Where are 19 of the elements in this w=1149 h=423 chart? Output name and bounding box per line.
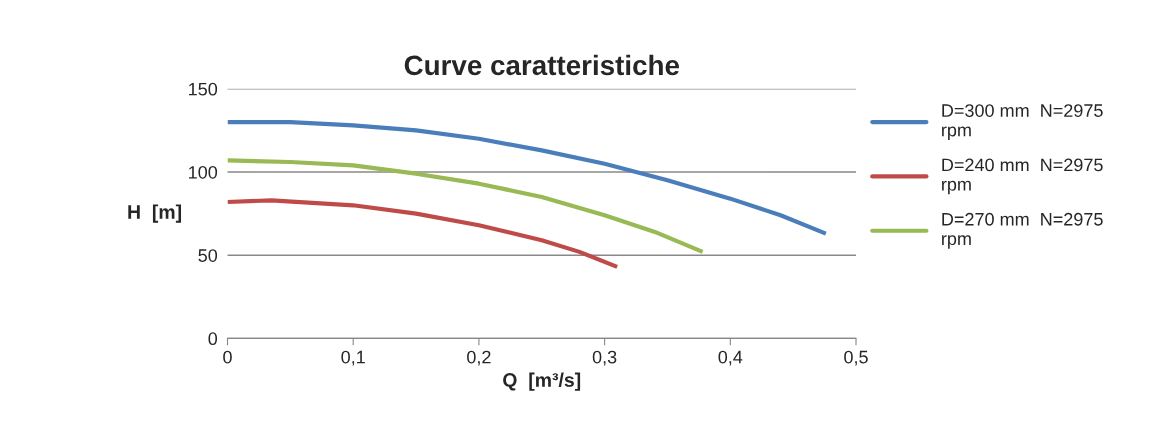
line-series — [227, 198, 620, 269]
x-tick-label: 0,4 — [718, 350, 743, 366]
y-tick-label: 0 — [208, 332, 218, 346]
x-axis-title: Q [m³/s] — [503, 372, 581, 391]
y-tick-label: 100 — [189, 165, 218, 179]
legend-label: D=270 mm N=2975 rpm — [942, 212, 1103, 249]
chart-title: Curve caratteristiche — [404, 54, 679, 76]
y-tick-label: 150 — [189, 82, 218, 96]
x-tick-label: 0,5 — [844, 350, 868, 366]
legend-label: D=300 mm N=2975 rpm — [942, 104, 1103, 140]
line-series — [227, 158, 705, 254]
x-tick-label: 0,2 — [467, 350, 491, 366]
line-series — [227, 120, 828, 236]
x-tick-label: 0,3 — [592, 350, 617, 366]
legend-label: D=240 mm N=2975 rpm — [942, 158, 1103, 195]
y-axis-title: H [m] — [128, 204, 182, 223]
x-tick-label: 0 — [223, 350, 232, 364]
y-tick-label: 50 — [198, 249, 218, 262]
x-tick-label: 0,1 — [341, 350, 365, 366]
